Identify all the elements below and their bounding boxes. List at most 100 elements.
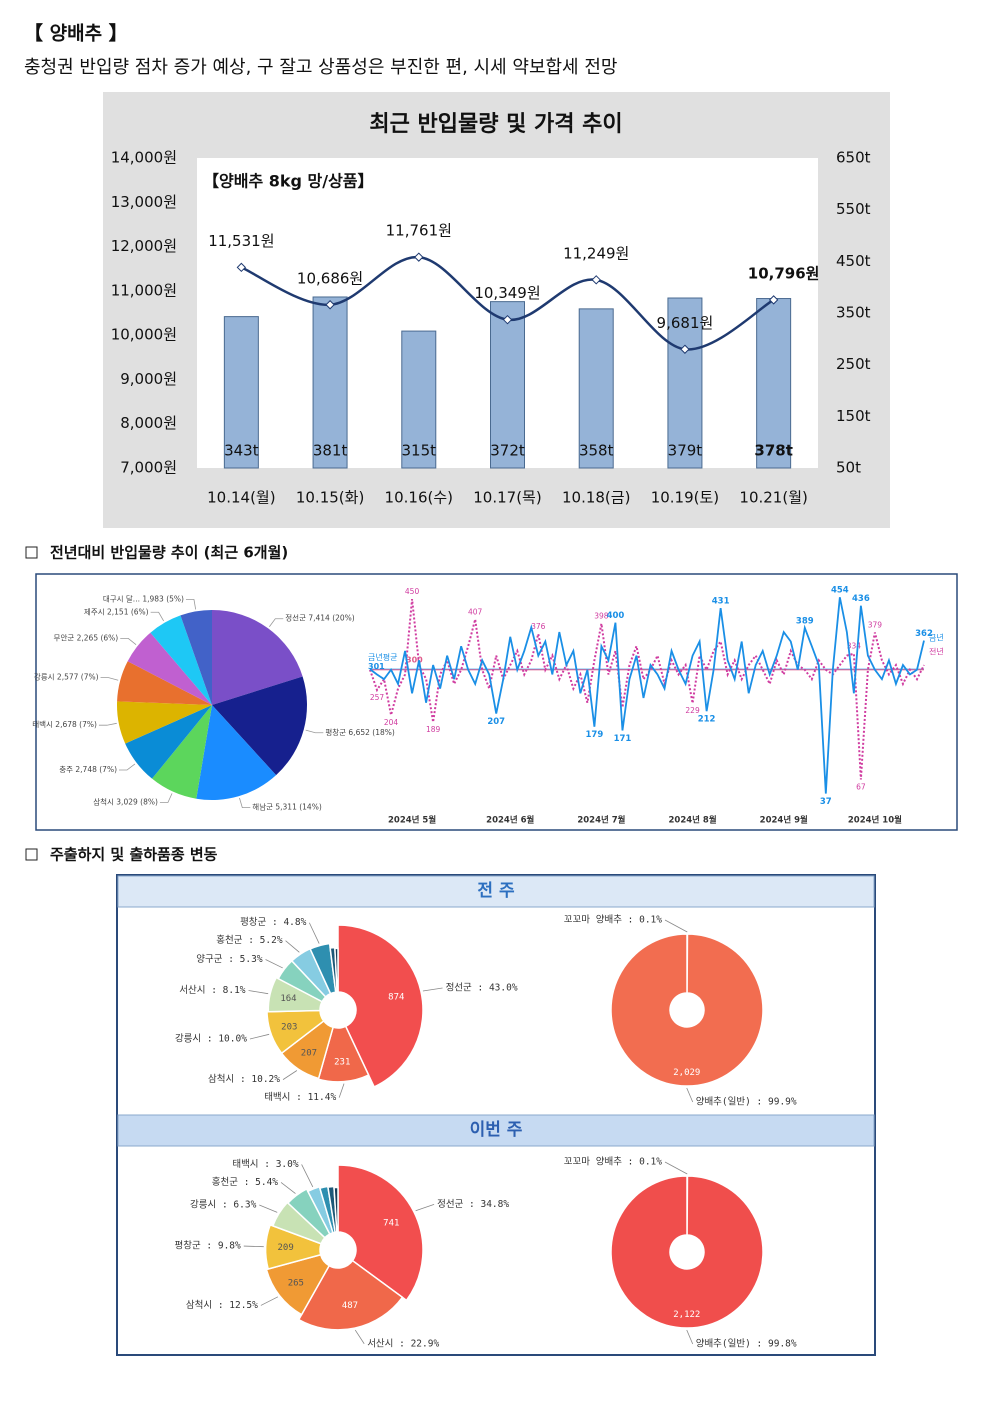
bar-value-label: 379t <box>668 442 703 460</box>
series-line <box>369 599 925 780</box>
y2-tick-label: 650t <box>836 149 871 167</box>
slice-label: 해남군 5,311 (14%) <box>252 802 322 812</box>
point-value-label: 257 <box>370 693 385 702</box>
slice-label: 태백시 : 11.4% <box>264 1092 336 1103</box>
donut-slice <box>333 1186 339 1233</box>
slice-label: 정선군 : 34.8% <box>437 1199 509 1210</box>
bar <box>578 308 614 469</box>
slice-label: 평창군 : 4.8% <box>240 917 307 928</box>
point-marker <box>502 314 513 325</box>
point-value-label: 10,796원 <box>748 264 820 282</box>
slice-label: 양구군 : 5.3% <box>196 954 263 965</box>
point-value-label: 389 <box>796 616 814 626</box>
pie-slice <box>180 610 212 705</box>
point-marker <box>414 252 424 262</box>
y2-tick-label: 450t <box>836 252 871 270</box>
x-tick-label: 2024년 7월 <box>577 815 625 826</box>
page-title: 【 양배추 】 <box>24 22 128 45</box>
slice-count: 203 <box>281 1023 297 1033</box>
chart-subtitle: 【양배추 8kg 망/상품】 <box>203 172 374 191</box>
slice-label: 정선군 7,414 (20%) <box>285 613 355 623</box>
slice-label: 태백시 : 3.0% <box>232 1159 299 1170</box>
y2-tick-label: 350t <box>836 304 871 322</box>
point-value-label: 334 <box>847 642 862 651</box>
section-heading: 주출하지 및 출하품종 변동 <box>50 846 218 864</box>
pie-slice <box>117 661 212 705</box>
slice-count: 265 <box>288 1278 304 1288</box>
slice-label: 꼬꼬마 양배추 : 0.1% <box>564 1157 662 1168</box>
bar-value-label: 378t <box>754 442 792 460</box>
point-value-label: 10,349원 <box>474 284 540 302</box>
y2-tick-label: 550t <box>836 200 871 218</box>
leader-line <box>664 1161 688 1175</box>
slice-label: 서산시 : 22.9% <box>367 1338 439 1349</box>
leader-line <box>285 940 300 953</box>
point-value-label: 431 <box>712 597 730 607</box>
slice-count: 741 <box>383 1219 399 1229</box>
point-value-label: 37 <box>820 797 832 807</box>
leader-line <box>239 797 251 809</box>
x-tick-label: 2024년 9월 <box>760 815 808 826</box>
average-value: 300 <box>406 655 423 664</box>
leader-line <box>415 1203 435 1212</box>
donut-slice <box>317 1025 370 1083</box>
point-value-label: 379 <box>868 621 883 630</box>
x-tick-label: 10.19(토) <box>651 489 719 507</box>
x-tick-label: 10.16(수) <box>385 489 453 507</box>
pie-slice <box>212 676 307 776</box>
point-marker <box>768 295 779 305</box>
leader-line <box>100 677 119 681</box>
slice-label: 강릉시 2,577 (7%) <box>34 672 99 682</box>
leader-line <box>150 611 164 622</box>
y-tick-label: 11,000원 <box>111 281 177 299</box>
slice-label: 강릉시 : 10.0% <box>175 1033 247 1044</box>
leader-line <box>159 793 173 803</box>
x-tick-label: 10.17(목) <box>473 489 541 507</box>
slice-label: 양배추(일반) : 99.8% <box>696 1338 797 1349</box>
bar <box>667 297 703 469</box>
x-tick-label: 10.18(금) <box>562 489 630 507</box>
average-name: 금년평균 <box>368 652 397 662</box>
slice-label: 홍천군 : 5.2% <box>216 934 283 946</box>
slice-label: 삼척시 : 12.5% <box>186 1300 258 1311</box>
point-value-label: 229 <box>685 706 700 715</box>
slice-label: 평창군 6,652 (18%) <box>325 727 395 737</box>
pie-slice <box>125 705 212 779</box>
chart-title: 최근 반입물량 및 가격 추이 <box>369 112 622 137</box>
slice-count: 207 <box>301 1048 317 1058</box>
point-value-label: 400 <box>607 611 625 621</box>
donut-slice <box>337 1164 424 1302</box>
bar-value-label: 315t <box>402 442 437 460</box>
donut-slice <box>266 1009 325 1055</box>
pie-slice <box>117 701 212 744</box>
point-value-label: 10,686원 <box>297 269 363 287</box>
slice-label: 강릉시 : 6.3% <box>190 1200 257 1211</box>
slice-count: 487 <box>342 1301 358 1311</box>
leader-line <box>305 729 324 734</box>
point-value-label: 436 <box>852 594 870 604</box>
slice-count: 209 <box>278 1243 294 1253</box>
y-tick-label: 12,000원 <box>111 237 177 255</box>
point-marker <box>325 300 335 310</box>
point-value-label: 450 <box>405 587 420 596</box>
x-tick-label: 10.14(월) <box>207 489 275 507</box>
donut-slice <box>265 1253 331 1316</box>
x-tick-label: 10.15(화) <box>296 489 364 507</box>
donut-slice <box>264 1223 323 1270</box>
point-value-label: 11,249원 <box>563 244 629 262</box>
slice-label: 홍천군 : 5.4% <box>212 1176 279 1188</box>
slice-label: 삼척시 : 10.2% <box>208 1074 280 1085</box>
point-value-label: 189 <box>426 725 441 734</box>
slice-label: 무안군 2,265 (6%) <box>54 632 119 642</box>
x-tick-label: 2024년 6월 <box>486 815 534 826</box>
point-value-label: 9,681원 <box>657 314 714 332</box>
slice-label: 양배추(일반) : 99.9% <box>696 1096 797 1107</box>
bar-value-label: 372t <box>490 442 525 460</box>
bar <box>312 296 348 469</box>
slice-label: 대구시 달... 1,983 (5%) <box>103 595 184 604</box>
y-tick-label: 10,000원 <box>111 326 177 344</box>
bar <box>401 330 437 469</box>
pie-slice <box>212 610 303 705</box>
donut-slice <box>337 924 424 1088</box>
